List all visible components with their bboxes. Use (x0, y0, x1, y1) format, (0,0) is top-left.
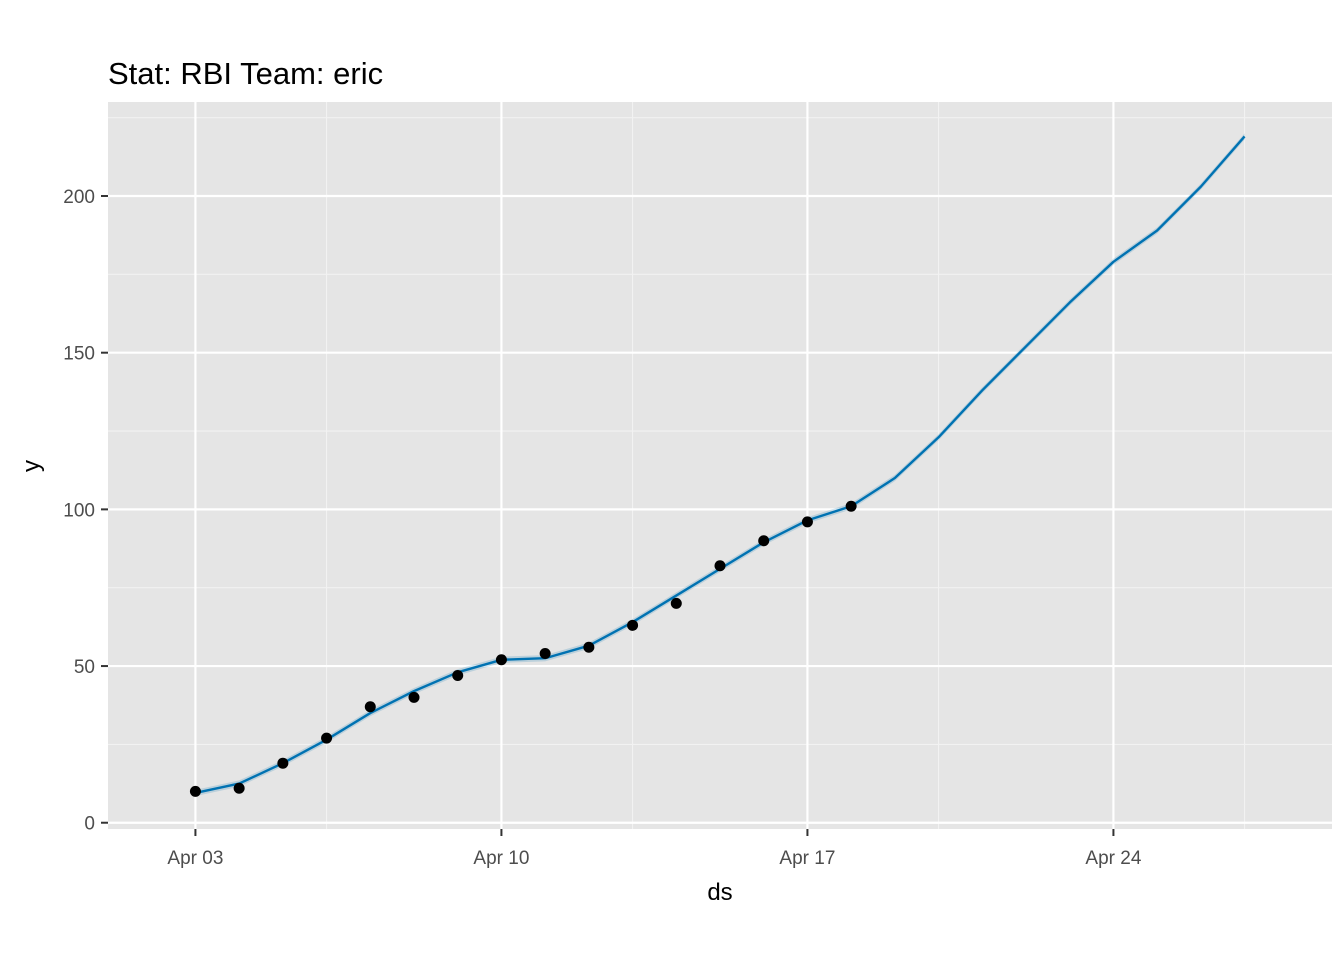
observed-point (321, 732, 333, 744)
x-tick-label: Apr 10 (473, 848, 529, 869)
observed-point (364, 701, 376, 713)
observed-point (189, 785, 201, 797)
observed-point (758, 535, 770, 547)
observed-point (583, 641, 595, 653)
observed-point (801, 516, 813, 528)
observed-point (495, 654, 507, 666)
observed-point (277, 757, 289, 769)
y-axis: 0 50 100 150 200 (63, 187, 108, 835)
y-tick-label: 100 (63, 500, 95, 521)
chart-title: Stat: RBI Team: eric (108, 56, 383, 91)
x-tick-label: Apr 24 (1085, 848, 1141, 869)
observed-points-layer (189, 500, 857, 797)
observed-point (452, 669, 464, 681)
y-tick-label: 150 (63, 344, 95, 365)
observed-point (233, 782, 245, 794)
observed-point (670, 597, 682, 609)
x-axis: Apr 03 Apr 10 Apr 17 Apr 24 (167, 829, 1142, 869)
observed-point (845, 500, 857, 512)
y-tick-label: 0 (84, 814, 95, 835)
observed-point (408, 691, 420, 703)
x-tick-label: Apr 03 (167, 848, 223, 869)
major-gridlines (108, 102, 1332, 829)
y-tick-label: 50 (74, 657, 95, 678)
y-tick-label: 200 (63, 187, 95, 208)
observed-point (714, 560, 726, 572)
x-tick-label: Apr 17 (779, 848, 835, 869)
x-axis-title: ds (707, 879, 732, 906)
observed-point (627, 619, 639, 631)
plot-panel (108, 102, 1332, 829)
y-axis-title: y (18, 460, 45, 472)
observed-point (539, 648, 551, 660)
minor-gridlines (108, 102, 1332, 829)
